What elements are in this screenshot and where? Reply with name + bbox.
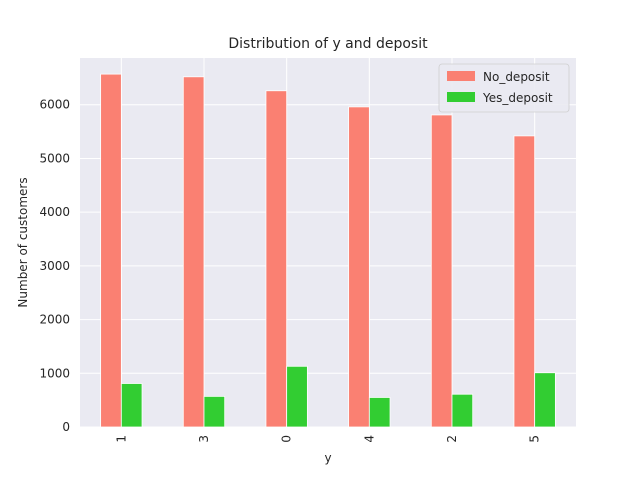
legend-label: No_deposit (483, 70, 550, 84)
y-tick-label: 5000 (39, 151, 70, 165)
bar-no-deposit-3 (182, 76, 205, 428)
x-tick-label: 2 (445, 435, 459, 443)
y-tick-label: 4000 (39, 205, 70, 219)
legend-swatch (447, 92, 475, 102)
bar-yes-deposit-1 (120, 383, 143, 428)
x-tick-label: 0 (280, 435, 294, 443)
bars (100, 73, 556, 428)
x-tick-label: 4 (362, 435, 376, 443)
y-tick-label: 1000 (39, 366, 70, 380)
x-tick-label: 5 (528, 435, 542, 443)
y-tick-label: 6000 (39, 98, 70, 112)
y-axis-ticks: 0 1000 2000 3000 4000 5000 6000 (39, 98, 70, 434)
plot-area (80, 58, 576, 427)
legend-swatch (447, 71, 475, 81)
bar-no-deposit-1 (100, 73, 122, 428)
x-axis-ticks: 1 3 0 4 2 5 (114, 435, 541, 443)
bar-no-deposit-5 (513, 135, 536, 428)
legend: No_deposit Yes_deposit (438, 63, 570, 113)
bar-no-deposit-4 (348, 106, 370, 428)
bar-yes-deposit-2 (451, 393, 474, 428)
chart-title: Distribution of y and deposit (228, 36, 428, 52)
bar-yes-deposit-5 (534, 372, 556, 428)
legend-label: Yes_deposit (482, 91, 553, 105)
x-tick-label: 1 (114, 435, 128, 443)
bar-yes-deposit-3 (203, 395, 226, 428)
y-tick-label: 0 (62, 420, 70, 434)
y-axis-label: Number of customers (16, 177, 30, 307)
y-tick-label: 2000 (39, 313, 70, 327)
y-tick-label: 3000 (39, 259, 70, 273)
bar-no-deposit-0 (265, 90, 288, 428)
x-tick-label: 3 (197, 435, 211, 443)
bar-no-deposit-2 (430, 114, 453, 428)
x-axis-label: y (324, 451, 331, 465)
bar-yes-deposit-0 (286, 365, 308, 428)
bar-yes-deposit-4 (368, 397, 391, 428)
